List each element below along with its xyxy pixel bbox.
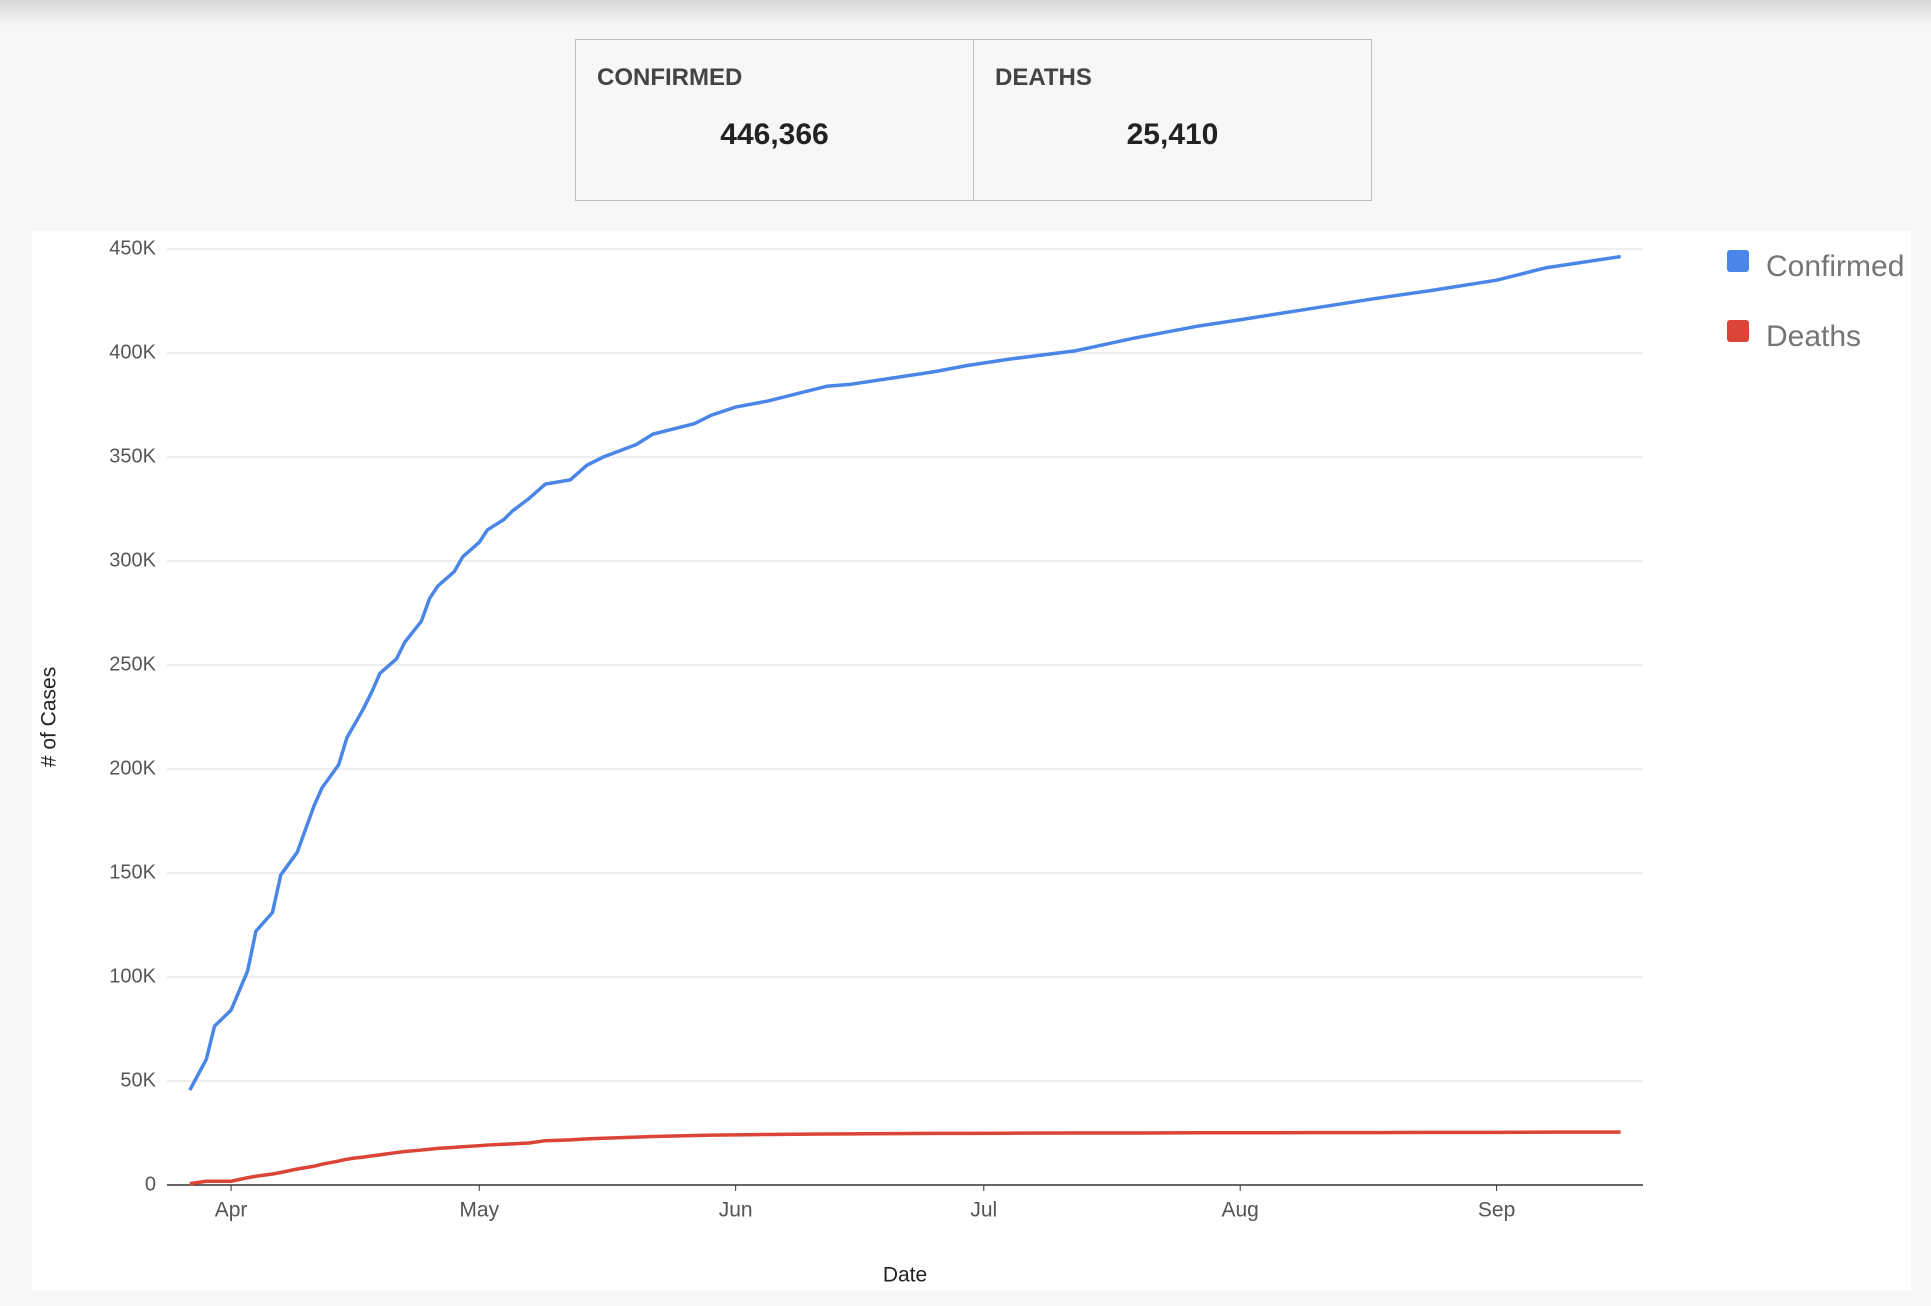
x-tick-label: Sep [1478, 1199, 1515, 1222]
y-tick-label: 450K [109, 237, 156, 259]
y-axis-label: # of Cases [38, 667, 61, 767]
y-tick-label: 200K [109, 757, 156, 779]
x-tick-label: Jun [719, 1199, 753, 1222]
y-tick-label: 300K [109, 549, 156, 571]
card-label: CONFIRMED [597, 64, 743, 91]
series-line [189, 1130, 1621, 1186]
x-axis-label: Date [883, 1264, 927, 1287]
header-shadow [0, 0, 1931, 26]
y-tick-label: 150K [109, 861, 156, 883]
y-tick-label: 0 [145, 1173, 156, 1195]
series-line [188, 254, 1621, 1091]
x-tick-label: Jul [970, 1199, 997, 1222]
x-tick-label: Aug [1222, 1199, 1259, 1222]
x-tick-label: Apr [215, 1199, 248, 1222]
card-value: 446,366 [720, 118, 829, 151]
deaths-card: DEATHS 25,410 [973, 39, 1372, 201]
x-tick-label: May [459, 1199, 499, 1222]
card-value: 25,410 [1126, 118, 1219, 151]
legend-label: Deaths [1766, 320, 1861, 353]
y-tick-label: 250K [109, 653, 156, 675]
legend-swatch [1727, 320, 1749, 342]
y-tick-label: 100K [109, 965, 156, 987]
confirmed-card: CONFIRMED 446,366 [575, 39, 974, 201]
chart-background [32, 231, 1911, 1291]
card-label: DEATHS [995, 64, 1092, 91]
legend-swatch [1727, 250, 1749, 272]
y-tick-label: 400K [109, 341, 156, 363]
y-tick-label: 350K [109, 445, 156, 467]
legend-label: Confirmed [1766, 250, 1904, 283]
y-tick-label: 50K [120, 1069, 156, 1091]
